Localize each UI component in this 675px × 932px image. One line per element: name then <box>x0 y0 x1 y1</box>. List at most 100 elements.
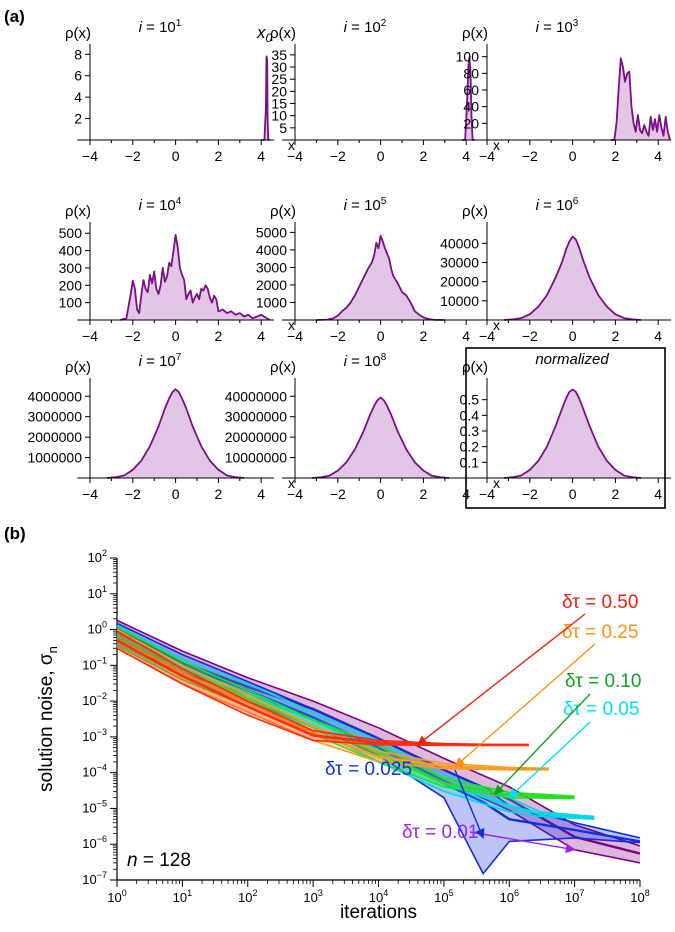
density-curve <box>261 55 270 141</box>
y-tick-label: 4000000 <box>27 388 82 404</box>
y-tick-label: 0.5 <box>460 392 480 408</box>
title-variable: i <box>344 353 348 370</box>
tick-base: 10 <box>82 729 96 744</box>
tick-exponent: −5 <box>97 798 107 808</box>
y-axis-label: ρ(x) <box>65 203 91 220</box>
b-y-tick-label: 10−2 <box>82 691 107 708</box>
y-tick-label: 100 <box>59 295 83 311</box>
panel-a-label: (a) <box>4 7 25 26</box>
y-tick-label: 100 <box>456 49 480 65</box>
series-label: δτ = 0.025 <box>325 759 412 780</box>
x0-base: x <box>256 23 266 42</box>
y-tick-label: 40000 <box>440 235 479 251</box>
b-x-tick-label: 107 <box>565 888 584 905</box>
tick-exponent: −2 <box>97 691 107 701</box>
y-axis-label: ρ(x) <box>270 25 296 42</box>
y-tick-label: 20000000 <box>225 429 288 445</box>
y-tick-label: 30000000 <box>225 409 288 425</box>
b-y-tick-label: 102 <box>88 548 107 565</box>
tick-base: 10 <box>82 836 96 851</box>
x-tick-label: 0 <box>377 148 385 164</box>
y-tick-label: 10000 <box>440 293 479 309</box>
plot-title: i = 107 <box>139 352 182 370</box>
x-tick-label: 2 <box>612 328 620 344</box>
plot-title: i = 102 <box>344 18 387 36</box>
x-tick-label: −4 <box>82 486 98 502</box>
series-arrow <box>494 693 591 795</box>
tick-base: 10 <box>88 622 102 637</box>
x-tick-label: −4 <box>479 486 495 502</box>
y-tick-label: 8 <box>74 46 82 62</box>
title-variable: i <box>139 19 143 36</box>
y-tick-label: 25 <box>271 71 287 87</box>
tick-exponent: −3 <box>97 727 107 737</box>
title-variable: i <box>139 353 143 370</box>
density-area <box>504 389 642 478</box>
y-label-base: solution noise, σ <box>36 653 57 792</box>
x-tick-label: 0 <box>377 328 385 344</box>
y-axis-label: ρ(x) <box>462 359 488 376</box>
density-curve <box>504 388 642 479</box>
x-tick-label: 4 <box>654 328 662 344</box>
x-axis-label: x <box>493 137 500 153</box>
x-tick-label: −4 <box>287 328 303 344</box>
x0-annotation: x0 <box>256 23 273 45</box>
x-tick-label: 4 <box>654 148 662 164</box>
x-tick-label: −2 <box>125 486 141 502</box>
band-lower-line <box>116 645 575 800</box>
y-tick-label: 0.3 <box>460 423 480 439</box>
y-tick-label: 10 <box>271 108 287 124</box>
plot-title: i = 106 <box>536 196 579 214</box>
density-plot-6: −4 −2 0 2 4 x 10000 20000 30000 40000 ρ(x) i = 106 <box>440 196 672 344</box>
y-tick-label: 15 <box>271 96 287 112</box>
density-plot-7: −4 −2 0 2 4 x 1000000 2000000 3000000 4000000 ρ(x)… <box>27 352 295 502</box>
y-tick-label: 0.4 <box>460 407 480 423</box>
n-value: = 128 <box>138 850 191 871</box>
tick-base: 10 <box>303 890 317 905</box>
x-tick-label: −2 <box>522 148 538 164</box>
x-tick-label: −2 <box>125 328 141 344</box>
tick-base: 10 <box>88 550 102 565</box>
density-curve <box>461 56 475 141</box>
tick-exponent: −6 <box>97 834 107 844</box>
series-label: δτ = 0.05 <box>563 699 639 720</box>
x-tick-label: −2 <box>330 148 346 164</box>
y-tick-label: 6 <box>74 68 82 84</box>
y-tick-label: 4 <box>74 89 82 105</box>
y-axis-label: ρ(x) <box>462 25 488 42</box>
tick-exponent: 1 <box>102 584 107 594</box>
x-tick-label: 4 <box>257 148 265 164</box>
y-tick-label: 300 <box>59 260 83 276</box>
x-axis-label: x <box>288 317 295 333</box>
title-exponent: 6 <box>573 196 579 207</box>
density-area <box>120 234 270 320</box>
x-tick-label: −4 <box>82 328 98 344</box>
y-tick-label: 500 <box>59 225 83 241</box>
tick-exponent: 5 <box>449 888 454 898</box>
panel-b-label: (b) <box>4 524 26 543</box>
density-area <box>107 389 245 478</box>
y-axis-label: ρ(x) <box>270 203 296 220</box>
series-arrow <box>454 643 596 768</box>
tick-base: 10 <box>82 872 96 887</box>
density-curve <box>316 235 445 321</box>
series-label: δτ = 0.25 <box>562 622 638 643</box>
b-x-tick-label: 105 <box>434 888 453 905</box>
title-exponent: 2 <box>381 18 387 29</box>
b-y-tick-label: 10−1 <box>82 655 107 672</box>
plot-title: normalized <box>535 351 609 368</box>
mean-line <box>116 639 529 746</box>
title-exponent: 7 <box>176 352 182 363</box>
y-axis-label: ρ(x) <box>270 359 296 376</box>
title-variable: i <box>344 197 348 214</box>
y-tick-label: 40 <box>463 99 479 115</box>
title-exponent: 8 <box>381 352 387 363</box>
title-exponent: 5 <box>381 196 387 207</box>
tick-base: 10 <box>630 890 644 905</box>
tick-exponent: −4 <box>97 763 107 773</box>
density-curve <box>504 235 642 321</box>
density-curve <box>312 396 450 479</box>
y-tick-label: 0.1 <box>460 454 480 470</box>
